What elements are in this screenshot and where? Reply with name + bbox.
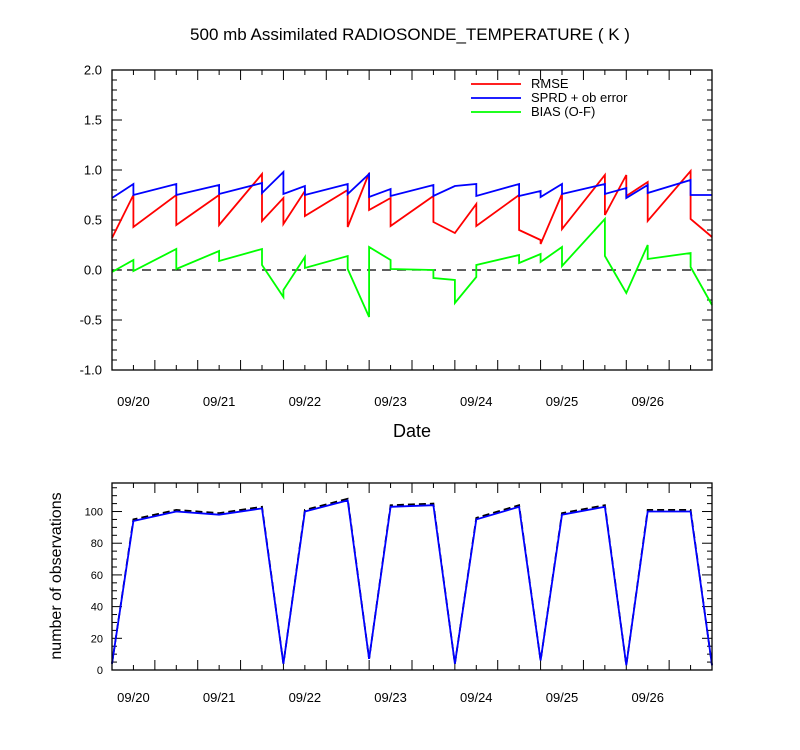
y-tick-label: 0.5 bbox=[84, 213, 102, 228]
y-tick-label: 80 bbox=[91, 538, 103, 550]
x-tick-label: 09/21 bbox=[203, 690, 236, 705]
x-tick-label: 09/20 bbox=[117, 394, 150, 409]
rmse-line bbox=[111, 168, 713, 245]
x-axis-label: Date bbox=[393, 421, 431, 441]
x-tick-label: 09/26 bbox=[631, 394, 664, 409]
x-tick-label: 09/24 bbox=[460, 690, 493, 705]
y-tick-label: -0.5 bbox=[80, 313, 102, 328]
y-tick-label: 40 bbox=[91, 602, 103, 614]
x-tick-label: 09/24 bbox=[460, 394, 493, 409]
legend-label: SPRD + ob error bbox=[531, 90, 628, 105]
chart-title: 500 mb Assimilated RADIOSONDE_TEMPERATUR… bbox=[190, 25, 630, 44]
legend-rmse: RMSE bbox=[471, 76, 569, 91]
y-tick-label: 100 bbox=[85, 507, 103, 519]
y-tick-label: 2.0 bbox=[84, 63, 102, 78]
observations-assimilated-line bbox=[111, 499, 713, 666]
top-tick-marks bbox=[111, 69, 713, 371]
observations-dashed-line bbox=[111, 497, 713, 666]
y-tick-label: 0 bbox=[97, 665, 103, 677]
y-tick-label: -1.0 bbox=[80, 363, 102, 378]
sprd-line bbox=[111, 169, 712, 200]
x-tick-label: 09/25 bbox=[546, 394, 579, 409]
bottom-series-lines bbox=[111, 497, 713, 666]
x-tick-label: 09/26 bbox=[631, 690, 664, 705]
top-x-tick-labels: 09/20 09/21 09/22 09/23 09/24 09/25 09/26 bbox=[117, 394, 664, 409]
x-tick-label: 09/23 bbox=[374, 394, 407, 409]
top-series-lines bbox=[111, 168, 713, 318]
x-tick-label: 09/20 bbox=[117, 690, 150, 705]
y-tick-label: 1.0 bbox=[84, 163, 102, 178]
y-tick-label: 20 bbox=[91, 633, 103, 645]
bottom-y-tick-labels: 100 80 60 40 20 0 bbox=[85, 507, 103, 677]
y-tick-label: 1.5 bbox=[84, 113, 102, 128]
bottom-plot-frame bbox=[111, 482, 713, 671]
bias-line bbox=[111, 216, 713, 318]
y-tick-label: 0.0 bbox=[84, 263, 102, 278]
y-tick-label: 60 bbox=[91, 570, 103, 582]
top-plot-frame bbox=[111, 69, 713, 371]
x-tick-label: 09/23 bbox=[374, 690, 407, 705]
top-y-tick-labels: 2.0 1.5 1.0 0.5 0.0 -0.5 -1.0 bbox=[80, 63, 102, 378]
bottom-x-tick-labels: 09/20 09/21 09/22 09/23 09/24 09/25 09/26 bbox=[117, 690, 664, 705]
x-tick-label: 09/22 bbox=[289, 690, 322, 705]
legend-sprd: SPRD + ob error bbox=[471, 90, 628, 105]
legend-label: RMSE bbox=[531, 76, 569, 91]
x-tick-label: 09/21 bbox=[203, 394, 236, 409]
y-axis-label-observations: number of observations bbox=[48, 492, 65, 659]
legend-bias: BIAS (O-F) bbox=[471, 104, 595, 119]
x-tick-label: 09/22 bbox=[289, 394, 322, 409]
legend-label: BIAS (O-F) bbox=[531, 104, 595, 119]
x-tick-label: 09/25 bbox=[546, 690, 579, 705]
